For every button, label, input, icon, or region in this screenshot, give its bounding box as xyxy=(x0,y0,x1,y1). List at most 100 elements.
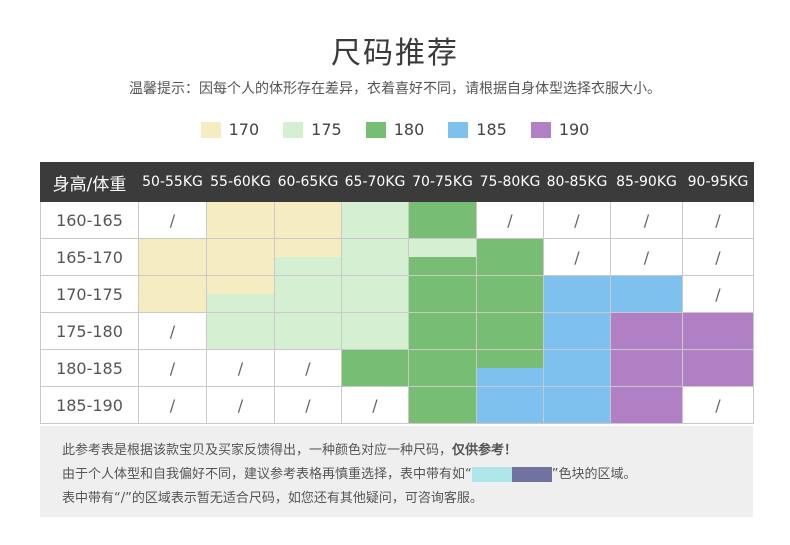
legend-swatch xyxy=(283,121,304,138)
size-fill-top xyxy=(275,239,341,257)
legend-item-170: 170 xyxy=(200,120,260,139)
not-available-mark: / xyxy=(507,210,513,230)
legend-item-175: 175 xyxy=(283,120,342,139)
size-cell: / xyxy=(610,201,683,239)
not-available-mark: / xyxy=(715,395,721,415)
column-header: 50-55KG xyxy=(138,162,207,202)
size-cell: / xyxy=(682,275,754,313)
page-title: 尺码推荐 xyxy=(331,36,459,71)
size-fill-bottom xyxy=(409,257,476,275)
size-cell xyxy=(408,312,477,350)
row-label: 180-185 xyxy=(40,349,139,387)
size-cell xyxy=(408,386,477,424)
size-cell xyxy=(476,349,544,387)
size-cell xyxy=(476,275,544,313)
size-cell xyxy=(206,312,275,350)
table-row: 180-185 / / / xyxy=(40,349,754,387)
size-cell xyxy=(341,349,409,387)
not-available-mark: / xyxy=(305,358,311,378)
size-chart-table: 身高/体重 50-55KG 55-60KG 60-65KG 65-70KG 70-75KG… xyxy=(40,162,754,424)
legend-label: 185 xyxy=(476,120,507,139)
size-cell xyxy=(543,349,611,387)
legend-swatch xyxy=(200,121,221,138)
note-line-3: 表中带有“/”的区域表示暂无适合尺码，如您还有其他疑问，可咨询客服。 xyxy=(62,491,483,506)
not-available-mark: / xyxy=(715,210,721,230)
size-fill-top xyxy=(207,276,274,294)
size-cell: / xyxy=(206,386,275,424)
size-cell xyxy=(610,275,683,313)
note-line-1-text: 此参考表是根据该款宝贝及买家反馈得出，一种颜色对应一种尺码， xyxy=(62,443,453,458)
column-header: 70-75KG xyxy=(408,162,477,202)
not-available-mark: / xyxy=(574,210,580,230)
column-header: 85-90KG xyxy=(610,162,683,202)
color-chip-2 xyxy=(511,467,552,482)
table-row: 165-170 / / / xyxy=(40,238,754,276)
not-available-mark: / xyxy=(715,284,721,304)
legend-swatch xyxy=(448,121,469,138)
size-cell xyxy=(682,349,754,387)
column-header: 90-95KG xyxy=(682,162,754,202)
note-line-1: 此参考表是根据该款宝贝及买家反馈得出，一种颜色对应一种尺码，仅供参考！ xyxy=(62,439,517,458)
note-line-2-b: ”色块的区域。 xyxy=(551,467,637,482)
legend-label: 180 xyxy=(393,120,425,139)
not-available-mark: / xyxy=(237,395,244,415)
size-fill-bottom xyxy=(207,294,274,312)
column-header: 55-60KG xyxy=(206,162,275,202)
size-cell: / xyxy=(543,238,611,276)
size-cell xyxy=(206,275,275,313)
size-cell: / xyxy=(206,349,275,387)
not-available-mark: / xyxy=(237,358,244,378)
size-cell xyxy=(274,201,342,239)
size-cell xyxy=(610,349,683,387)
legend-label: 170 xyxy=(228,120,260,139)
row-label: 175-180 xyxy=(40,312,139,350)
row-label: 170-175 xyxy=(40,275,139,313)
table-row: 160-165 / / / / / xyxy=(40,201,754,239)
column-header: 60-65KG xyxy=(274,162,342,202)
size-cell: / xyxy=(138,349,207,387)
size-cell: / xyxy=(682,201,754,239)
size-cell: / xyxy=(610,238,683,276)
row-label: 165-170 xyxy=(40,238,139,276)
not-available-mark: / xyxy=(643,247,650,267)
column-header: 75-80KG xyxy=(476,162,544,202)
size-cell xyxy=(476,386,544,424)
legend-label: 190 xyxy=(558,120,590,139)
size-cell xyxy=(138,275,207,313)
size-cell xyxy=(476,238,544,276)
column-header: 65-70KG xyxy=(341,162,409,202)
size-cell xyxy=(682,312,754,350)
size-cell xyxy=(206,201,275,239)
size-cell xyxy=(274,275,342,313)
size-cell xyxy=(274,238,342,276)
size-cell xyxy=(543,275,611,313)
row-label: 185-190 xyxy=(40,386,139,424)
note-line-1-bold: 仅供参考！ xyxy=(452,443,518,458)
size-cell: / xyxy=(274,349,342,387)
not-available-mark: / xyxy=(169,321,176,341)
note-line-2: 由于个人体型和自我偏好不同，建议参考表格再慎重选择，表中带有如“ ”色块的区域。 xyxy=(62,463,637,482)
note-line-2-a: 由于个人体型和自我偏好不同，建议参考表格再慎重选择，表中带有如“ xyxy=(62,467,472,482)
size-cell xyxy=(274,312,342,350)
size-cell xyxy=(610,386,683,424)
legend-swatch xyxy=(530,121,551,138)
size-fill-top xyxy=(409,239,476,257)
size-cell: / xyxy=(682,386,754,424)
not-available-mark: / xyxy=(305,395,311,415)
not-available-mark: / xyxy=(372,395,378,415)
size-cell: / xyxy=(341,386,409,424)
tip-text: 温馨提示：因每个人的体形存在差异，衣着喜好不同，请根据自身体型选择衣服大小。 xyxy=(129,81,661,97)
size-fill-bottom xyxy=(275,257,341,275)
size-cell xyxy=(341,201,409,239)
size-cell: / xyxy=(543,201,611,239)
size-cell: / xyxy=(476,201,544,239)
size-cell: / xyxy=(138,201,207,239)
table-row: 175-180 / xyxy=(40,312,754,350)
legend-item-185: 185 xyxy=(448,120,507,139)
column-header: 80-85KG xyxy=(543,162,611,202)
not-available-mark: / xyxy=(643,210,650,230)
size-fill-top xyxy=(477,350,543,368)
legend-swatch xyxy=(365,121,386,138)
not-available-mark: / xyxy=(169,210,176,230)
table-row: 185-190 / / / / / xyxy=(40,386,754,424)
